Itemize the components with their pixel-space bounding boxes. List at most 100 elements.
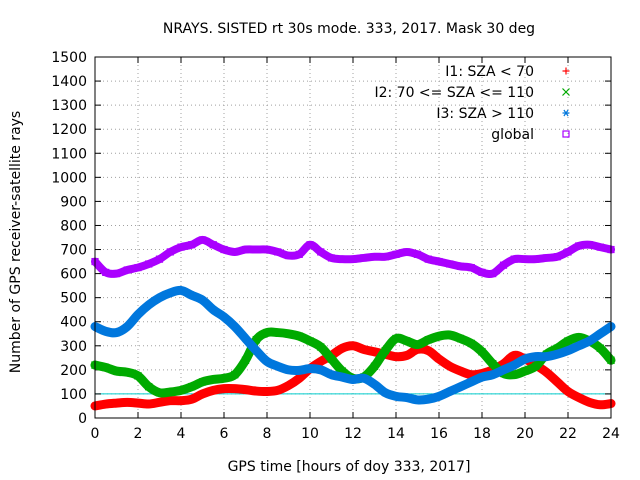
- data-point: [220, 374, 228, 383]
- data-point: [209, 306, 217, 314]
- data-point: [112, 270, 121, 278]
- data-point: [392, 393, 400, 400]
- data-point: [575, 242, 583, 250]
- data-point: [113, 329, 120, 336]
- data-point: [134, 399, 142, 407]
- data-point: [371, 348, 378, 356]
- data-point: [414, 396, 421, 404]
- data-point: [499, 261, 508, 269]
- data-point: [187, 382, 196, 391]
- data-point: [155, 388, 164, 397]
- data-point: [553, 350, 561, 358]
- legend-label: I2: 70 <= SZA <= 110: [374, 85, 534, 101]
- data-point: [478, 268, 486, 276]
- data-point: [155, 255, 164, 263]
- legend-marker: [562, 109, 570, 117]
- data-point: [402, 337, 411, 345]
- data-point: [263, 328, 271, 337]
- y-tick-label: 1000: [51, 170, 87, 186]
- legend-label: I1: SZA < 70: [445, 64, 534, 80]
- data-point: [488, 359, 497, 368]
- series-3: [90, 285, 616, 405]
- data-point: [145, 301, 153, 309]
- data-point: [134, 371, 142, 380]
- series-4: [91, 235, 615, 279]
- data-point: [274, 362, 282, 370]
- x-tick-label: 18: [473, 426, 491, 442]
- y-tick-label: 1100: [51, 146, 87, 162]
- data-point: [403, 248, 411, 256]
- x-tick-label: 2: [134, 426, 143, 442]
- y-tick-label: 200: [60, 363, 87, 379]
- data-point: [500, 366, 507, 374]
- data-point: [317, 357, 325, 365]
- data-point: [177, 397, 185, 405]
- y-tick-label: 500: [60, 291, 87, 307]
- data-point: [381, 389, 389, 397]
- data-point: [295, 250, 303, 258]
- data-point: [435, 355, 443, 363]
- data-point: [413, 250, 422, 258]
- x-tick-label: 6: [220, 426, 229, 442]
- data-point: [306, 241, 314, 249]
- data-point: [123, 368, 132, 377]
- data-point: [510, 351, 518, 359]
- data-point: [198, 377, 207, 386]
- data-point: [166, 388, 175, 396]
- data-point: [274, 248, 282, 256]
- data-point: [456, 262, 465, 270]
- data-point: [586, 337, 593, 345]
- data-point: [456, 334, 465, 343]
- data-point: [102, 328, 110, 335]
- data-point: [370, 362, 379, 371]
- data-point: [360, 374, 368, 382]
- data-point: [553, 253, 561, 261]
- data-point: [424, 335, 433, 344]
- data-point: [263, 245, 271, 254]
- y-tick-label: 1200: [51, 122, 87, 138]
- data-point: [273, 328, 282, 337]
- data-point: [586, 398, 593, 406]
- data-point: [596, 243, 604, 251]
- data-point: [220, 313, 228, 321]
- data-point: [327, 254, 336, 262]
- data-point: [370, 253, 379, 261]
- data-point: [403, 394, 411, 401]
- data-point: [596, 401, 604, 409]
- chart-title: NRAYS. SISTED rt 30s mode. 333, 2017. Ma…: [163, 21, 535, 37]
- data-point: [457, 383, 464, 391]
- data-point: [231, 323, 239, 330]
- data-point: [467, 339, 476, 348]
- data-point: [413, 340, 422, 349]
- x-tick-label: 0: [91, 426, 100, 442]
- data-point: [295, 374, 303, 382]
- data-point: [349, 255, 357, 263]
- data-point: [166, 289, 174, 297]
- data-point: [392, 250, 400, 258]
- y-tick-label: 1300: [51, 98, 87, 114]
- data-point: [166, 397, 174, 405]
- data-point: [564, 347, 572, 354]
- data-point: [435, 257, 443, 266]
- data-point: [101, 363, 110, 372]
- data-point: [510, 370, 519, 379]
- data-point: [596, 344, 605, 353]
- data-point: [575, 394, 583, 402]
- data-point: [424, 255, 432, 263]
- data-point: [188, 291, 196, 299]
- y-tick-label: 600: [60, 267, 87, 283]
- data-point: [123, 398, 131, 406]
- data-point: [241, 356, 250, 365]
- data-point: [230, 370, 239, 379]
- data-point: [242, 335, 249, 342]
- data-point: [199, 390, 206, 398]
- data-point: [295, 367, 303, 374]
- data-point: [553, 378, 561, 386]
- data-series: [90, 235, 616, 411]
- data-point: [521, 255, 529, 263]
- data-point: [381, 253, 389, 261]
- y-axis-label: Number of GPS receiver-satellite rays: [8, 111, 24, 373]
- data-point: [316, 343, 325, 351]
- data-point: [360, 254, 368, 262]
